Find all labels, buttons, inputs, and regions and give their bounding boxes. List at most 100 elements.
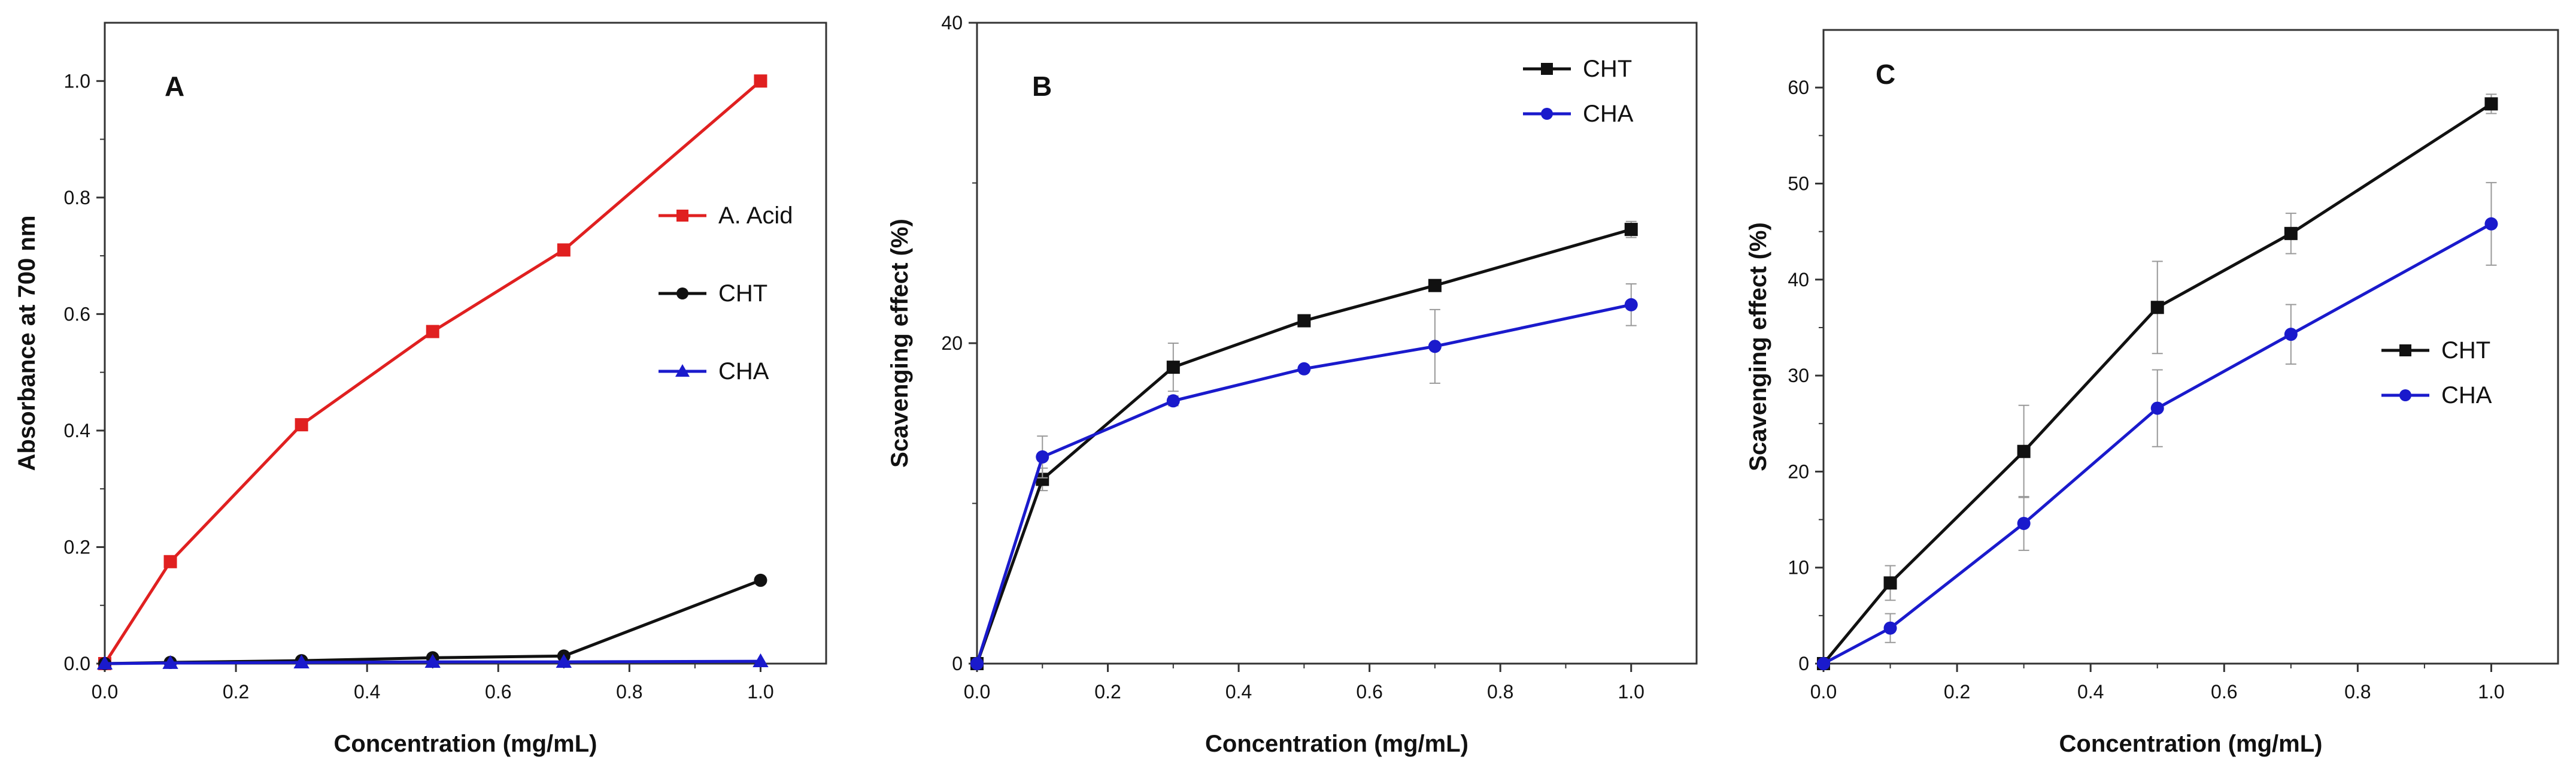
data-point	[163, 555, 177, 568]
series-line	[1822, 102, 2492, 665]
data-point	[2284, 328, 2298, 341]
y-tick-label: 40	[941, 12, 963, 34]
legend-marker	[2399, 389, 2411, 401]
x-tick-label: 1.0	[1618, 681, 1644, 703]
data-point	[426, 325, 439, 338]
data-point	[970, 657, 984, 670]
data-point	[1428, 278, 1442, 292]
panel-letter: A	[165, 71, 184, 102]
y-tick-label: 30	[1788, 365, 1809, 386]
data-point	[424, 653, 441, 668]
series-line	[1822, 222, 2492, 665]
data-point	[754, 573, 767, 587]
x-tick-label: 0.0	[92, 681, 118, 703]
data-point	[1624, 298, 1638, 311]
chart-svg: 0.0 0.2 0.4 0.6 0.8 1.0 0 10 20 30 40 50 60 Concentra…	[1745, 29, 2559, 757]
y-tick-label: 0.2	[64, 536, 90, 558]
data-point	[556, 653, 572, 668]
legend-marker	[2399, 344, 2411, 356]
data-point	[1883, 576, 1897, 590]
series-line	[975, 228, 1632, 664]
series-line	[103, 80, 762, 665]
chart-panel-b: 0.0 0.2 0.4 0.6 0.8 1.0 0 20 40 Concentration (mg…	[858, 0, 1717, 778]
x-tick-label: 0.6	[485, 681, 511, 703]
data-point	[295, 418, 308, 432]
data-point	[293, 654, 310, 668]
chart-panel-a: 0.0 0.2 0.4 0.6 0.8 1.0 0.0 0.2 0.4 0.6 0.8 1.0 Conc…	[0, 0, 858, 778]
x-tick-label: 0.4	[1225, 681, 1252, 703]
panel-letter: C	[1876, 59, 1895, 90]
x-tick-label: 1.0	[2478, 681, 2504, 703]
x-tick-label: 0.2	[223, 681, 249, 703]
legend-marker	[1541, 63, 1553, 75]
data-point	[2150, 301, 2164, 314]
data-point	[1036, 450, 1049, 464]
y-tick-label: 50	[1788, 172, 1809, 194]
data-point	[2150, 401, 2164, 415]
data-point	[2017, 444, 2031, 458]
x-tick-label: 0.4	[2077, 681, 2104, 703]
data-point	[1817, 657, 1830, 670]
data-point	[1166, 361, 1180, 374]
y-tick-label: 10	[1788, 557, 1809, 579]
legend-label: CHT	[1583, 56, 1632, 82]
y-tick-label: 0.0	[64, 653, 90, 674]
y-axis-title: Absorbance at 700 nm	[14, 216, 40, 471]
series-cha	[96, 653, 769, 670]
legend-label: CHA	[718, 358, 769, 385]
data-point	[1297, 362, 1311, 376]
chart-svg: 0.0 0.2 0.4 0.6 0.8 1.0 0.0 0.2 0.4 0.6 0.8 1.0 Conc…	[14, 22, 827, 757]
x-tick-label: 0.2	[1944, 681, 1970, 703]
data-point	[2284, 226, 2298, 240]
x-tick-label: 0.8	[2344, 681, 2371, 703]
legend-marker	[1541, 108, 1553, 120]
data-point	[162, 655, 178, 669]
data-point	[754, 74, 767, 88]
x-tick-label: 0.2	[1094, 681, 1121, 703]
data-point	[1166, 394, 1180, 408]
legend-marker	[675, 364, 690, 377]
y-tick-label: 0	[1798, 653, 1809, 674]
y-tick-label: 20	[1788, 461, 1809, 482]
y-tick-label: 60	[1788, 77, 1809, 98]
data-point	[2017, 516, 2031, 530]
plot-frame	[1822, 29, 2559, 665]
series-cha	[970, 283, 1638, 670]
data-point	[1883, 621, 1897, 635]
y-tick-label: 40	[1788, 269, 1809, 290]
series-line	[104, 659, 761, 665]
series-line	[104, 579, 761, 665]
data-point	[557, 243, 571, 257]
x-tick-label: 0.8	[616, 681, 642, 703]
data-point	[1297, 314, 1311, 328]
x-axis-title: Concentration (mg/mL)	[334, 731, 597, 757]
legend-marker	[676, 287, 688, 299]
x-axis-title: Concentration (mg/mL)	[2059, 731, 2323, 757]
y-tick-label: 0.6	[64, 303, 90, 325]
x-tick-label: 0.6	[1356, 681, 1382, 703]
x-tick-label: 0.8	[1487, 681, 1513, 703]
legend-label: CHT	[2441, 337, 2490, 364]
x-tick-label: 0.4	[354, 681, 380, 703]
chart-svg: 0.0 0.2 0.4 0.6 0.8 1.0 0 20 40 Concentration (mg…	[887, 12, 1698, 757]
data-point	[1624, 223, 1638, 237]
data-point	[96, 655, 113, 670]
data-point	[1036, 473, 1049, 486]
legend-label: CHA	[2441, 382, 2492, 408]
legend-label: CHT	[718, 280, 767, 307]
y-tick-label: 1.0	[64, 70, 90, 92]
x-tick-label: 0.0	[964, 681, 990, 703]
data-point	[753, 653, 769, 668]
legend-label: CHA	[1583, 101, 1634, 127]
series-cha	[1817, 181, 2498, 670]
y-axis-title: Scavenging effect (%)	[1745, 222, 1771, 471]
x-tick-label: 0.6	[2211, 681, 2237, 703]
y-tick-label: 0.8	[64, 187, 90, 208]
series-line	[975, 303, 1632, 664]
y-axis-title: Scavenging effect (%)	[887, 219, 913, 468]
data-point	[1428, 340, 1442, 353]
plot-frame	[104, 22, 827, 665]
y-tick-label: 20	[941, 332, 963, 354]
series-cht	[1817, 93, 2498, 670]
legend-label: A. Acid	[718, 202, 793, 229]
